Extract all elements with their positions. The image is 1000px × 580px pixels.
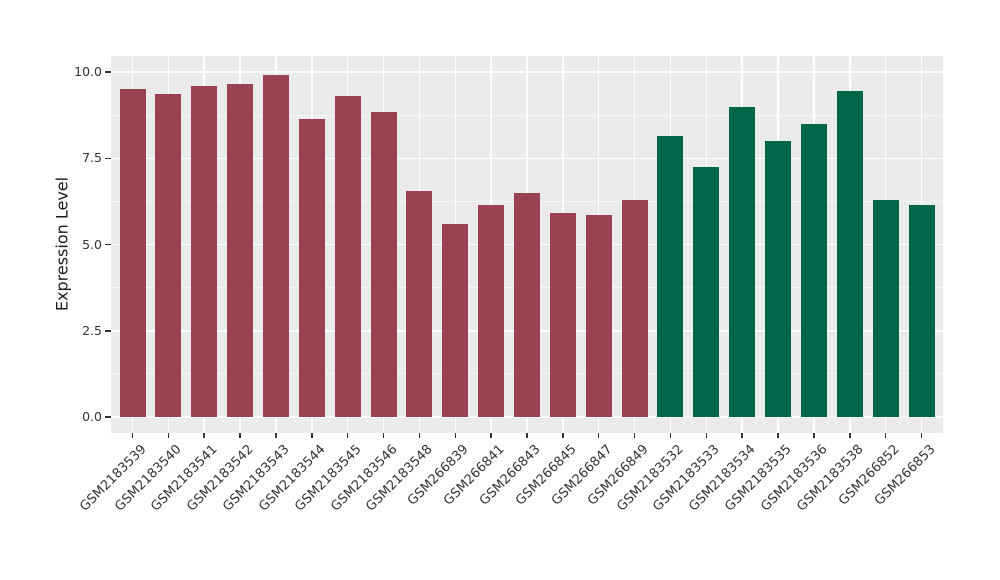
bar [514,192,540,417]
y-tick-mark [105,416,111,418]
bar [549,213,576,417]
y-tick-mark [105,157,111,159]
y-tick-label: 2.5 [82,322,102,338]
x-tick-mark [777,433,779,438]
x-tick-mark [526,433,528,438]
bar [478,204,505,417]
x-tick-mark [167,433,170,438]
plot-panel [111,56,943,433]
x-tick-mark [346,433,349,438]
x-tick-mark [597,433,600,438]
x-tick-mark [490,433,492,438]
bar [262,75,289,417]
x-tick-mark [311,433,313,438]
x-tick-mark [275,433,277,438]
bar [191,85,218,417]
bar [585,215,612,417]
x-tick-mark [562,433,564,438]
bar [908,204,935,417]
bar [621,199,648,417]
bar [765,141,792,417]
y-tick-mark [105,330,111,332]
y-tick-mark [105,71,111,73]
y-tick-label: 0.0 [82,409,102,424]
x-tick-mark [669,433,672,438]
bar [872,199,899,417]
y-tick-label: 7.5 [82,150,102,166]
bar [836,90,863,417]
bar [298,118,325,417]
gridline-y-minor [111,114,943,116]
x-tick-mark [239,433,241,438]
gridline-y-major [111,416,943,418]
bar [800,123,827,417]
y-tick-label: 5.0 [82,236,102,252]
x-tick-mark [382,433,385,438]
x-tick-mark [849,433,851,438]
bar [155,94,182,417]
x-tick-mark [884,433,887,438]
y-axis-title: Expression Level [52,176,72,312]
y-tick-mark [105,243,111,246]
bar [119,89,146,417]
bar [693,166,720,417]
x-tick-mark [633,433,636,438]
x-tick-mark [418,433,421,438]
bar [370,111,397,417]
x-tick-mark [741,433,743,438]
gridline-y-major [111,157,943,159]
bar [334,96,361,417]
bar [657,135,684,417]
x-tick-mark [705,433,708,438]
x-tick-mark [131,433,134,438]
x-tick-mark [920,433,923,438]
bar [442,223,469,417]
x-tick-mark [203,433,205,438]
x-tick-mark [813,433,815,438]
bar [227,84,254,417]
bar [406,191,433,417]
y-tick-label: 10.0 [74,64,102,79]
x-tick-mark [454,433,457,438]
bar [729,106,756,417]
gridline-y-major [111,71,943,73]
